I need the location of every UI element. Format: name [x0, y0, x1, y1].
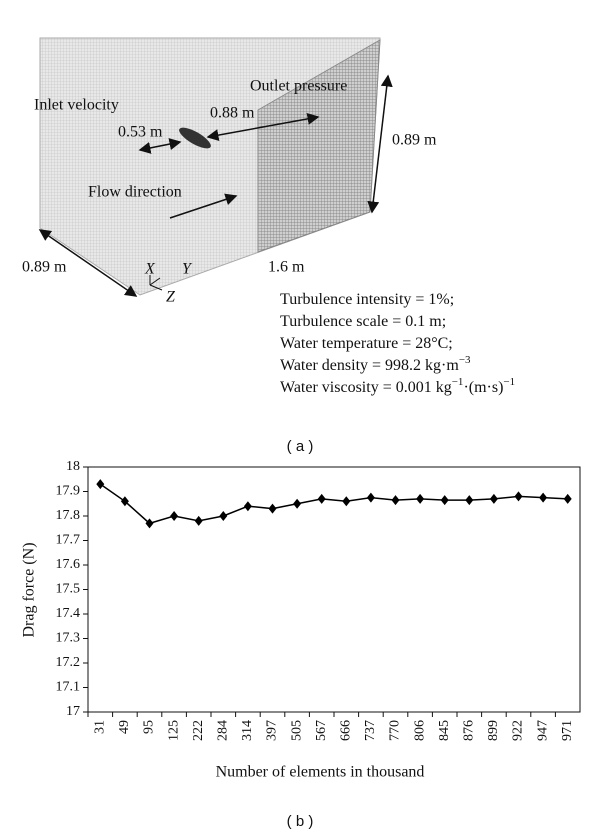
text: Turbulence intensity = 1%; [280, 291, 454, 308]
marker [170, 511, 179, 521]
text: Water temperature = 28°C; [280, 335, 453, 352]
marker [416, 493, 425, 504]
x-tick-label: 845 [437, 720, 452, 741]
marker [563, 493, 572, 504]
superscript: −3 [459, 354, 471, 366]
label: 1.6 m [268, 259, 305, 276]
x-tick-label: 95 [142, 720, 157, 734]
x-tick-label: 737 [363, 720, 378, 741]
label: 0.89 m [22, 259, 67, 276]
marker [539, 492, 548, 503]
x-tick-label: 222 [191, 720, 206, 741]
label: Inlet velocity [34, 97, 119, 114]
y-tick-label: 18 [66, 459, 80, 474]
marker [440, 495, 449, 506]
marker [366, 492, 375, 503]
text: ·(m·s) [463, 379, 503, 396]
x-tick-label: 899 [486, 720, 501, 741]
label: 0.53 m [118, 124, 163, 141]
parameter: Turbulence intensity = 1%; [280, 291, 454, 308]
y-tick-label: 17.1 [56, 680, 81, 695]
marker [268, 503, 277, 514]
marker [489, 493, 498, 504]
x-tick-label: 806 [412, 720, 427, 741]
text: Water viscosity = 0.001 kg [280, 379, 452, 396]
marker [391, 495, 400, 506]
marker [514, 491, 523, 502]
y-tick-label: 17.8 [56, 508, 81, 523]
marker [243, 501, 252, 512]
caption: ( b ) [287, 813, 314, 830]
x-tick-label: 876 [462, 720, 477, 741]
text: Water density = 998.2 kg·m [280, 357, 459, 374]
marker [317, 493, 326, 504]
marker [219, 511, 228, 521]
x-tick-label: 505 [289, 720, 304, 741]
x-tick-label: 922 [511, 720, 526, 741]
parameter: Water temperature = 28°C; [280, 335, 453, 352]
mesh-box [38, 37, 393, 297]
y-tick-label: 17.9 [56, 484, 81, 499]
x-tick-label: 314 [240, 720, 255, 741]
x-tick-label: 284 [216, 720, 231, 741]
marker [342, 496, 351, 507]
label: Y [182, 261, 193, 278]
label: Outlet pressure [250, 78, 347, 95]
superscript: −1 [452, 376, 464, 388]
y-tick-label: 17 [66, 704, 80, 719]
x-tick-label: 125 [166, 720, 181, 741]
marker [194, 515, 203, 526]
marker [293, 498, 302, 509]
parameter: Turbulence scale = 0.1 m; [280, 313, 446, 330]
marker [96, 479, 105, 490]
x-tick-label: 770 [388, 720, 403, 741]
marker [145, 518, 154, 529]
x-tick-label: 31 [93, 720, 108, 734]
y-tick-label: 17.2 [56, 655, 81, 670]
y-axis-label: Drag force (N) [21, 542, 38, 637]
x-axis-label: Number of elements in thousand [216, 764, 425, 781]
x-tick-label: 397 [265, 720, 280, 741]
label: Z [166, 289, 176, 306]
marker [465, 495, 474, 506]
x-tick-label: 49 [117, 720, 132, 734]
plot-frame [87, 466, 581, 713]
x-tick-label: 567 [314, 720, 329, 741]
label: 0.89 m [392, 132, 437, 149]
y-tick-label: 17.3 [56, 631, 81, 646]
label: 0.88 m [210, 105, 255, 122]
y-tick-label: 17.6 [56, 557, 81, 572]
caption: ( a ) [287, 438, 314, 455]
label: X [144, 261, 156, 278]
parameters: Turbulence intensity = 1%; Turbulence sca… [280, 291, 515, 396]
parameter: Water viscosity = 0.001 kg−1·(m·s)−1 [280, 376, 515, 396]
marker [120, 496, 129, 507]
x-tick-label: 947 [535, 720, 550, 741]
data-line [99, 483, 568, 525]
superscript: −1 [503, 376, 515, 388]
text: Turbulence scale = 0.1 m; [280, 313, 446, 330]
parameter: Water density = 998.2 kg·m−3 [280, 354, 471, 374]
y-tick-label: 17.7 [56, 533, 81, 548]
label: Flow direction [88, 184, 182, 201]
y-tick-label: 17.4 [56, 606, 81, 621]
x-tick-label: 971 [560, 720, 575, 741]
y-tick-label: 17.5 [56, 582, 81, 597]
x-tick-label: 666 [339, 720, 354, 741]
